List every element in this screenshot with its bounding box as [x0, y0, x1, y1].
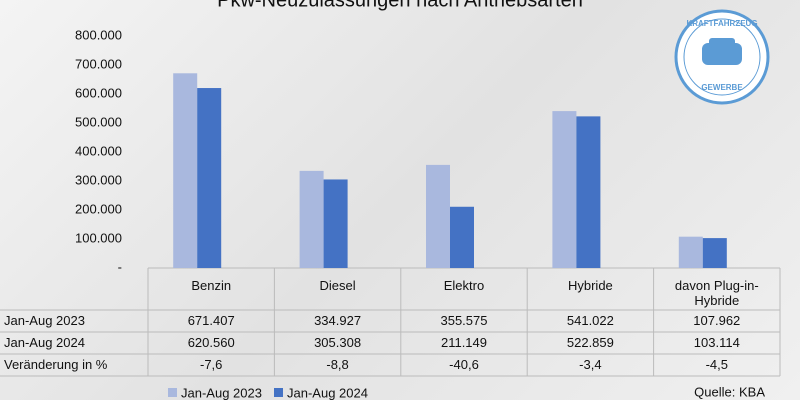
row-label: Jan-Aug 2024	[4, 335, 85, 350]
category-label: Hybride	[567, 278, 613, 293]
category-label: davon Plug-in-Hybride	[674, 278, 759, 308]
change-label: -7,6	[199, 357, 223, 372]
category-label: Diesel	[319, 278, 356, 293]
value-label: 211.149	[440, 335, 487, 350]
bar	[450, 206, 474, 268]
y-tick-label: -	[118, 259, 122, 274]
legend-label: Jan-Aug 2024	[287, 385, 368, 400]
y-tick-label: 600.000	[75, 85, 122, 100]
bar	[323, 179, 348, 268]
logo: KRAFTFAHRZEUG GEWERBE	[674, 9, 770, 105]
y-tick-label: 200.000	[75, 201, 122, 216]
logo-bottom: GEWERBE	[701, 83, 743, 92]
y-tick-label: 400.000	[75, 143, 122, 158]
logo-top: KRAFTFAHRZEUG	[686, 19, 757, 28]
change-label: -40,6	[449, 357, 479, 372]
row-label: Veränderung in %	[4, 357, 108, 372]
value-label: 305.308	[314, 335, 362, 350]
value-label: 671.407	[187, 313, 235, 328]
bar	[197, 88, 222, 268]
y-tick-label: 100.000	[75, 230, 122, 245]
value-label: 620.560	[187, 335, 235, 350]
bar	[426, 164, 450, 268]
legend-swatch	[168, 388, 177, 397]
value-label: 541.022	[566, 313, 614, 328]
change-label: -8,8	[326, 357, 349, 372]
bar	[702, 238, 727, 268]
change-label: -4,5	[705, 357, 728, 372]
bar	[552, 111, 577, 268]
bar	[299, 170, 324, 268]
y-tick-label: 700.000	[75, 56, 122, 71]
legend-label: Jan-Aug 2023	[181, 385, 262, 400]
category-label: Elektro	[443, 278, 485, 293]
value-label: 334.927	[314, 313, 362, 328]
chart-title: Pkw-Neuzulassungen nach Antriebsarten	[217, 0, 583, 11]
value-label: 103.114	[693, 335, 740, 350]
bar	[576, 116, 601, 269]
row-label: Jan-Aug 2023	[4, 313, 85, 328]
value-label: 522.859	[566, 335, 614, 350]
value-label: 355.575	[440, 313, 488, 328]
bar	[173, 73, 198, 269]
y-tick-label: 500.000	[75, 114, 122, 129]
bar	[678, 236, 703, 268]
legend-swatch	[274, 388, 283, 397]
change-label: -3,4	[579, 357, 602, 372]
source: Quelle: KBA	[694, 384, 765, 399]
value-label: 107.962	[693, 313, 741, 328]
y-tick-label: 800.000	[75, 27, 122, 42]
y-tick-label: 300.000	[75, 172, 122, 187]
category-label: Benzin	[191, 278, 232, 293]
